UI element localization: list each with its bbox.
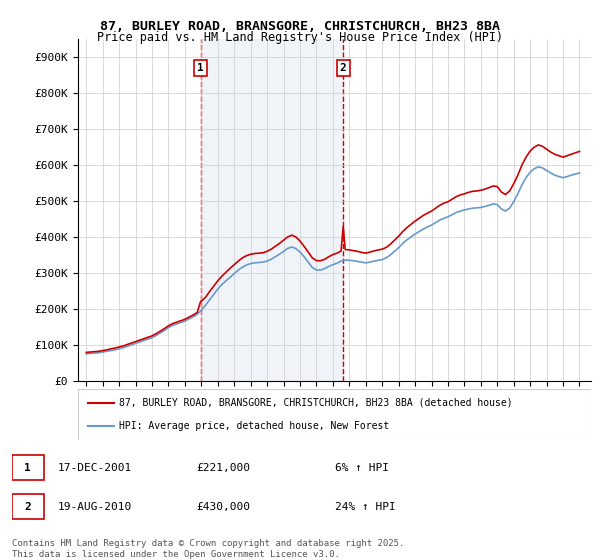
Text: 2: 2: [25, 502, 31, 512]
Text: This data is licensed under the Open Government Licence v3.0.: This data is licensed under the Open Gov…: [12, 550, 340, 559]
Text: Contains HM Land Registry data © Crown copyright and database right 2025.: Contains HM Land Registry data © Crown c…: [12, 539, 404, 548]
Text: 87, BURLEY ROAD, BRANSGORE, CHRISTCHURCH, BH23 8BA: 87, BURLEY ROAD, BRANSGORE, CHRISTCHURCH…: [100, 20, 500, 32]
FancyBboxPatch shape: [78, 389, 591, 440]
Text: Price paid vs. HM Land Registry's House Price Index (HPI): Price paid vs. HM Land Registry's House …: [97, 31, 503, 44]
Text: 1: 1: [197, 63, 204, 73]
Text: HPI: Average price, detached house, New Forest: HPI: Average price, detached house, New …: [119, 421, 389, 431]
Text: 6% ↑ HPI: 6% ↑ HPI: [335, 463, 389, 473]
FancyBboxPatch shape: [12, 494, 44, 519]
Text: 17-DEC-2001: 17-DEC-2001: [58, 463, 133, 473]
FancyBboxPatch shape: [12, 455, 44, 480]
Text: 2: 2: [340, 63, 347, 73]
Text: 1: 1: [25, 463, 31, 473]
Text: 24% ↑ HPI: 24% ↑ HPI: [335, 502, 395, 512]
Text: 19-AUG-2010: 19-AUG-2010: [58, 502, 133, 512]
Bar: [200, 39, 343, 381]
Text: 87, BURLEY ROAD, BRANSGORE, CHRISTCHURCH, BH23 8BA (detached house): 87, BURLEY ROAD, BRANSGORE, CHRISTCHURCH…: [119, 398, 512, 408]
Text: £221,000: £221,000: [196, 463, 250, 473]
Text: £430,000: £430,000: [196, 502, 250, 512]
